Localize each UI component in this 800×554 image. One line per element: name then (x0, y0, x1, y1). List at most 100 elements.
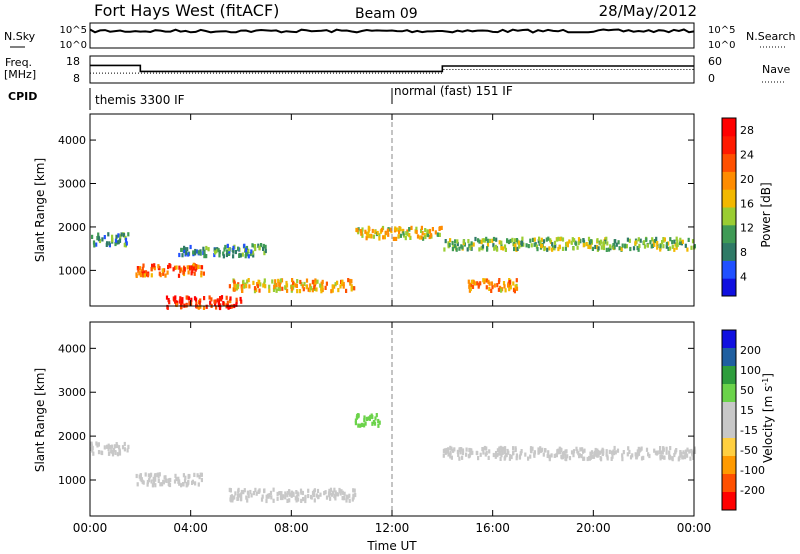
data-cell (573, 238, 576, 243)
data-cell (472, 242, 475, 247)
data-cell (530, 243, 533, 248)
data-cell (488, 449, 491, 454)
data-cell (626, 237, 629, 242)
data-cell (279, 495, 283, 501)
data-cell (296, 491, 299, 496)
data-cell (225, 303, 228, 308)
data-cell (228, 284, 231, 289)
data-cell (260, 243, 263, 248)
data-cell (656, 245, 659, 250)
data-cell (453, 447, 456, 452)
data-cell (230, 494, 233, 499)
data-cell (494, 454, 497, 459)
data-cell (622, 450, 625, 455)
data-cell (597, 449, 600, 455)
data-cell (539, 446, 542, 451)
data-cell (384, 230, 387, 235)
y-tick-label: 4000 (58, 342, 86, 355)
data-cell (148, 478, 151, 483)
data-cell (628, 449, 631, 455)
data-cell (561, 246, 565, 251)
data-cell (179, 269, 182, 274)
data-cell (135, 272, 138, 277)
data-cell (363, 418, 366, 423)
data-cell (531, 237, 535, 242)
data-cell (598, 450, 601, 455)
data-cell (339, 491, 342, 496)
freq-trace (90, 64, 694, 73)
data-cell (238, 493, 241, 498)
data-cell (540, 243, 543, 248)
data-cell (582, 456, 585, 461)
data-cell (367, 225, 370, 230)
data-cell (451, 247, 454, 252)
data-cell (114, 241, 117, 247)
data-cell (553, 240, 557, 245)
data-cell (288, 489, 291, 495)
data-cell (169, 264, 172, 269)
data-cell (587, 244, 590, 249)
data-cell (245, 250, 248, 255)
data-cell (245, 284, 248, 289)
data-cell (661, 240, 664, 245)
data-cell (123, 441, 126, 447)
data-cell (108, 241, 111, 246)
data-cell (503, 284, 506, 289)
data-cell (114, 450, 117, 455)
data-cell (222, 301, 225, 306)
data-cell (399, 233, 402, 238)
data-cell (537, 239, 540, 244)
data-cell (566, 454, 569, 459)
data-cell (371, 421, 374, 426)
data-cell (185, 250, 188, 256)
data-cell (214, 299, 217, 304)
data-cell (251, 250, 255, 255)
power-colorbar-tick: 8 (740, 246, 747, 259)
data-cell (681, 239, 684, 244)
data-cell (359, 229, 362, 234)
data-cell (187, 252, 190, 257)
data-cell (564, 456, 567, 461)
data-cell (334, 282, 337, 287)
data-cell (226, 300, 229, 305)
data-cell (200, 270, 203, 275)
data-cell (253, 244, 257, 249)
data-cell (278, 287, 282, 292)
data-cell (153, 266, 156, 271)
data-cell (599, 456, 602, 461)
data-cell (237, 489, 240, 494)
data-cell (572, 453, 575, 458)
data-cell (243, 284, 246, 289)
data-cell (438, 232, 441, 237)
data-cell (339, 284, 342, 289)
data-cell (157, 478, 160, 483)
data-cell (482, 447, 485, 452)
data-cell (97, 236, 101, 241)
data-cell (233, 495, 236, 500)
data-cell (449, 445, 452, 450)
data-cell (121, 445, 125, 450)
data-cell (352, 495, 355, 500)
velocity-y-axis: 1000 2000 3000 4000 (58, 342, 694, 487)
data-cell (470, 246, 473, 251)
power-colorbar-frame (721, 117, 737, 297)
data-cell (687, 237, 690, 242)
data-cell (690, 448, 693, 454)
data-cell (203, 249, 206, 254)
data-cell (520, 240, 523, 245)
data-cell (516, 246, 519, 251)
data-cell (281, 286, 284, 291)
data-cell (214, 250, 217, 255)
data-cell (424, 228, 427, 233)
data-cell (674, 449, 677, 454)
data-cell (97, 450, 101, 455)
data-cell (409, 235, 412, 240)
data-cell (315, 287, 318, 292)
data-cell (252, 491, 255, 496)
data-cell (387, 232, 390, 237)
data-cell (550, 453, 553, 458)
data-cell (594, 244, 597, 250)
data-cell (255, 287, 258, 293)
data-cell (164, 273, 167, 278)
data-cell (512, 281, 515, 286)
